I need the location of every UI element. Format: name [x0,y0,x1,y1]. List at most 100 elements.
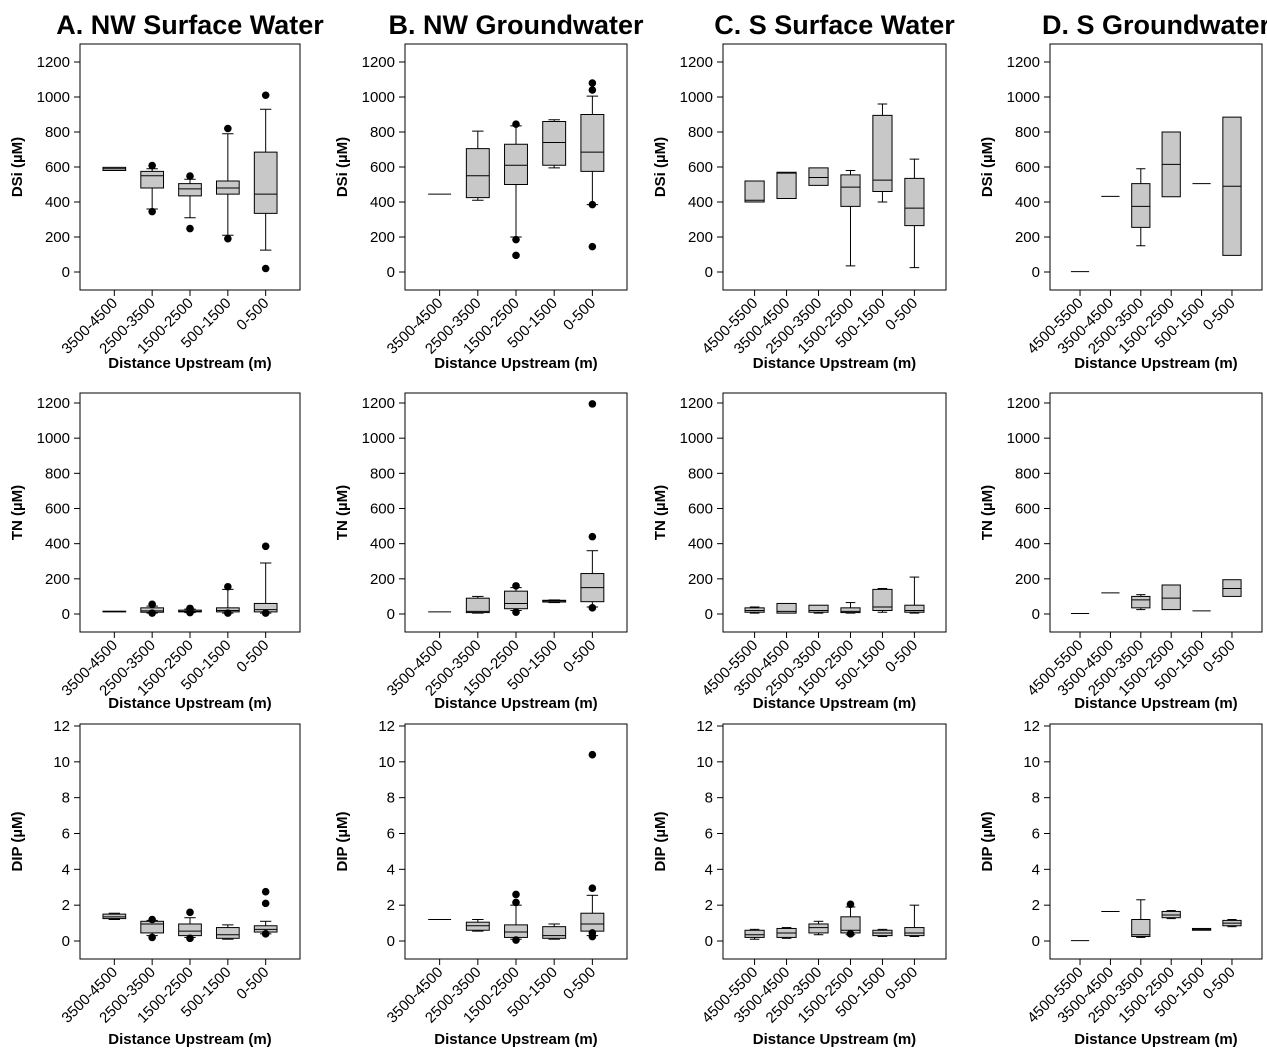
y-tick-label: 1200 [680,395,713,412]
y-tick-label: 600 [45,159,70,176]
outlier-point [261,887,270,896]
panel-4: D. S Groundwater 0 200 400 600 800 1000 1200 DSi… [979,10,1267,372]
outlier-point [512,890,520,899]
box [1161,584,1181,611]
panel-title: C. S Surface Water [714,10,955,40]
y-tick-label: 400 [1015,536,1040,553]
plot-frame [1049,723,1263,960]
y-tick-label: 4 [62,861,70,878]
y-tick-label: 400 [688,536,713,553]
panel-1: A. NW Surface Water 0 200 400 600 800 1000 1200… [9,10,324,372]
box [840,607,861,614]
outlier-point [224,609,232,617]
panel-title: B. NW Groundwater [389,10,644,40]
y-tick-label: 1200 [37,395,70,412]
y-tick-label: 800 [45,124,70,141]
box [1131,919,1151,938]
outlier-point [186,908,194,917]
x-axis-label: Distance Upstream (m) [753,695,916,712]
y-tick-label: 400 [370,194,395,211]
box [465,148,490,199]
y-tick-label: 4 [387,861,395,878]
plot-frame [79,392,301,633]
x-axis-label: Distance Upstream (m) [434,695,597,712]
y-tick-label: 10 [378,754,395,771]
x-axis-label: Distance Upstream (m) [434,355,597,372]
outlier-point [588,79,597,87]
y-tick-label: 1000 [37,430,70,447]
y-axis-label: TN (µM) [652,485,669,540]
y-tick-label: 400 [45,536,70,553]
outlier-point [846,930,855,938]
outlier-point [261,899,270,908]
y-tick-label: 4 [705,861,713,878]
box [808,923,829,934]
outlier-point [224,234,232,243]
y-tick-label: 1000 [1007,430,1040,447]
outlier-point [224,124,232,133]
plot-frame [1049,392,1263,633]
y-axis-label: DIP (µM) [9,811,26,871]
outlier-point [148,609,156,617]
y-tick-label: 200 [688,229,713,246]
outlier-point [512,898,520,907]
y-tick-label: 600 [1015,501,1040,518]
y-tick-label: 600 [688,159,713,176]
y-tick-label: 800 [688,124,713,141]
y-axis-label: TN (µM) [979,485,996,540]
y-tick-label: 0 [387,606,395,623]
y-tick-label: 0 [1032,264,1040,281]
box [840,174,861,207]
box [808,167,829,186]
y-tick-label: 8 [62,790,70,807]
y-tick-label: 1000 [680,89,713,106]
box [744,929,765,938]
x-axis-label: Distance Upstream (m) [753,355,916,372]
box [215,927,240,939]
box [140,170,165,189]
outlier-point [588,884,597,892]
panel-title: D. S Groundwater [1042,10,1267,40]
outlier-point [588,86,597,94]
y-tick-label: 400 [370,536,395,553]
y-tick-label: 2 [1032,897,1040,914]
outlier-point [261,930,270,938]
y-tick-label: 12 [378,718,395,735]
y-axis-label: TN (µM) [334,485,351,540]
y-tick-label: 0 [705,933,713,950]
outlier-point [261,609,270,617]
y-tick-label: 600 [1015,159,1040,176]
y-axis-label: DIP (µM) [334,811,351,871]
outlier-point [512,251,520,260]
x-tick-label: 0-500 [560,964,599,1003]
y-tick-label: 1200 [680,54,713,71]
y-axis-label: DSi (µM) [9,137,26,197]
y-tick-label: 6 [705,826,713,843]
y-tick-label: 0 [62,606,70,623]
y-tick-label: 6 [387,826,395,843]
y-tick-label: 8 [1032,790,1040,807]
y-tick-label: 8 [387,790,395,807]
x-axis-label: Distance Upstream (m) [108,1031,271,1048]
box [504,924,528,938]
x-tick-label: 0-500 [1200,964,1239,1003]
x-axis-label: Distance Upstream (m) [1074,355,1237,372]
outlier-point [512,936,520,944]
x-tick-label: 0-500 [233,964,272,1003]
y-tick-label: 200 [370,571,395,588]
x-tick-label: 0-500 [882,964,921,1003]
y-tick-label: 1200 [362,54,395,71]
y-tick-label: 400 [1015,194,1040,211]
y-tick-label: 600 [370,501,395,518]
x-axis-label: Distance Upstream (m) [434,1031,597,1048]
outlier-point [148,915,156,924]
y-tick-label: 1200 [362,395,395,412]
box [1131,183,1151,228]
outlier-point [261,264,270,273]
y-tick-label: 400 [688,194,713,211]
y-tick-label: 1200 [1007,54,1040,71]
box [904,927,925,937]
